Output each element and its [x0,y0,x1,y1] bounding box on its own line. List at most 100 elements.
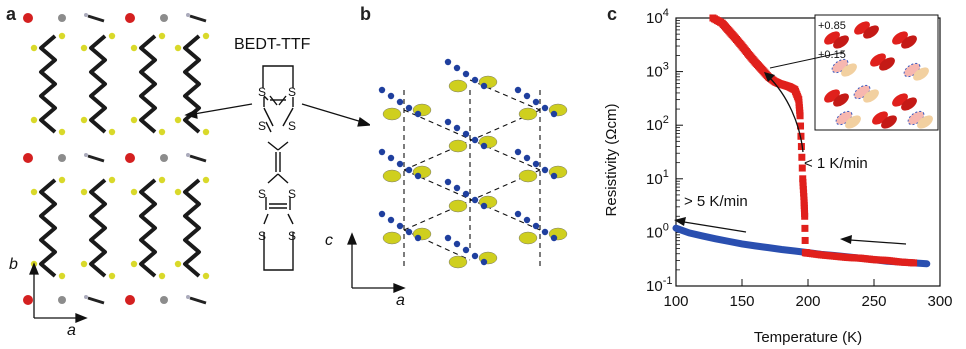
series-red-point [797,122,805,130]
series-red-point [801,224,809,232]
dimer-carbon-atom [532,98,540,106]
dimer-carbon-atom [523,92,531,100]
series-red-point [799,178,807,186]
sulfur-atom [130,188,138,196]
series-red-point [799,182,807,190]
dimer-carbon-atom [523,154,531,162]
chart-frame [675,17,941,287]
bedt-ttf-molecule [39,178,57,278]
dimer-carbon-atom [414,234,422,242]
sulfur-atom [108,32,116,40]
dimer-carbon-atom [462,190,470,198]
lattice-atoms [378,58,568,269]
dimer-sulfur-site [518,231,538,245]
dimer-carbon-atom [514,86,522,94]
series-red-point [798,153,806,161]
axis-label-a: a [67,322,76,339]
axis-label-c: c [325,232,333,249]
sulfur-atom [108,176,116,184]
dimer-carbon-atom [444,58,452,66]
warming-arrowhead [840,235,852,244]
sulfur-atom [174,188,182,196]
atom-label-s: S [288,187,296,201]
dimer-carbon-atom [444,118,452,126]
anion-linker [87,296,105,305]
atom-label-s: S [288,85,296,99]
anion-linker [87,154,105,163]
inset-molecule-pair [863,89,879,103]
dimer-carbon-atom [523,216,531,224]
y-axis-label: Resistivity (Ωcm) [603,104,620,217]
series-red-point [801,212,809,220]
series-red-point [796,112,804,120]
panel-label-c: c [607,4,618,24]
sulfur-atom [30,116,38,124]
inset-molecule-pair [901,97,917,111]
dimer-carbon-atom [541,104,549,112]
inset-molecule-pair [901,35,917,49]
x-tick-labels: 100 150 200 250 300 [663,293,952,310]
sulfur-atom [58,128,66,136]
bedt-ttf-molecule [39,34,57,134]
series-red-point [797,143,805,151]
inset-molecule-pair [863,25,879,39]
y-tick-labels: 10-1 100 101 102 103 104 [646,7,672,295]
slow-cooling-arrowhead [764,72,775,82]
dimer-carbon-atom [462,70,470,78]
anion-layer-bottom [23,295,207,305]
inset-charge-poor-molecule [831,58,849,74]
dimer-carbon-atom [471,252,479,260]
inset-charge-rich-molecule [824,89,840,103]
sulfur-atom [130,44,138,52]
sulfur-atom [30,44,38,52]
atom-label-s: S [288,119,296,133]
anion-atom-grey [160,14,168,22]
dimer-carbon-atom [514,148,522,156]
axis-label-a-b: a [396,292,405,309]
sulfur-atom [108,128,116,136]
bedt-ttf-stack-bottom [30,176,210,280]
dimer-sulfur-site [518,107,538,121]
series-red-point [798,164,806,172]
series-red-point [800,189,808,197]
anion-linker [87,14,105,23]
dimer-sulfur-site [448,79,468,93]
series-red-point [799,175,807,183]
x-tick-label: 100 [663,293,688,310]
anion-layer-top [23,13,207,23]
sulfur-atom [58,32,66,40]
dimer-carbon-atom [405,228,413,236]
dimer-carbon-atom [514,210,522,218]
dimer-carbon-atom [396,98,404,106]
x-axis-label: Temperature (K) [754,329,862,346]
sulfur-atom [202,128,210,136]
warming-arrow [849,239,907,245]
inset-charge-rich-molecule [892,31,908,45]
sulfur-atom [174,260,182,268]
sulfur-atom [80,116,88,124]
anion-atom-grey [58,14,66,22]
dimer-sulfur-site [382,107,402,121]
charge-order-inset: +0.85 +0.15 [769,14,939,131]
y-tick-label: 102 [646,114,669,134]
dimer-sulfur-site [518,169,538,183]
axes-arrows-b [347,232,406,293]
dimer-carbon-atom [550,234,558,242]
inset-charge-rich-molecule [824,31,840,45]
bedt-ttf-molecule [139,34,157,134]
y-tick-label: 103 [646,61,669,81]
inset-charge-rich-molecule [872,111,888,125]
x-tick-label: 150 [729,293,754,310]
sulfur-atom [158,272,166,280]
dimer-carbon-atom [414,110,422,118]
dimer-carbon-atom [462,130,470,138]
axis-label-b: b [9,256,18,273]
dimer-sulfur-site [448,255,468,269]
dimer-carbon-atom [541,228,549,236]
dimer-carbon-atom [378,148,386,156]
atom-label-s: S [258,187,266,201]
series-red-point [799,185,807,193]
dimer-carbon-atom [550,110,558,118]
slow-cooling-arrow [767,75,804,153]
